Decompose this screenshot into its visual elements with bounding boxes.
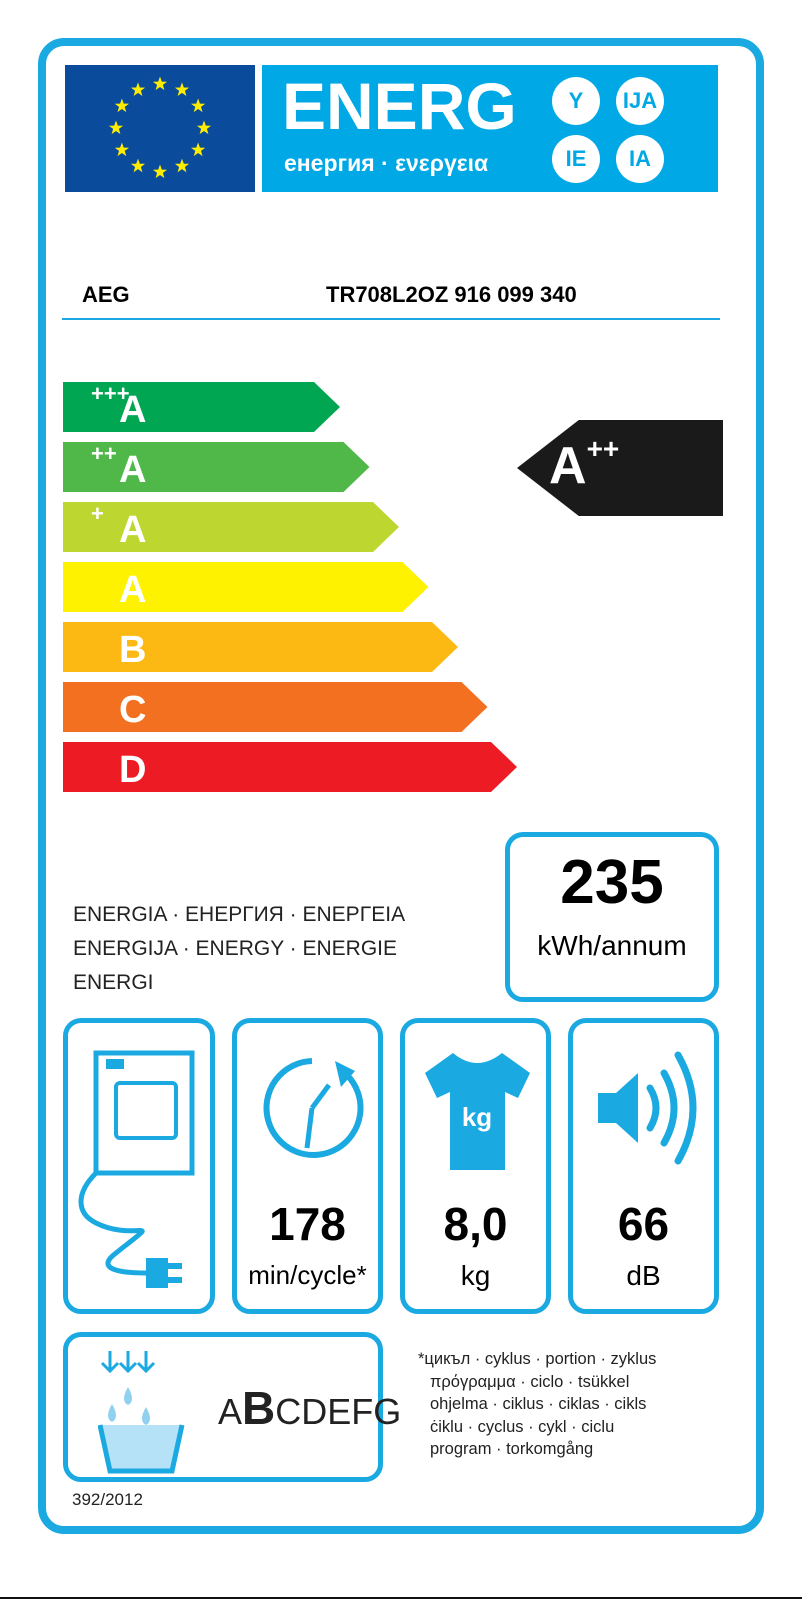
rating-plus: ++ (586, 433, 620, 464)
bottom-edge (0, 1597, 802, 1599)
energy-subtitle: енергия · ενεργεια (284, 150, 489, 176)
capacity-value: 8,0 (443, 1198, 508, 1250)
condensation-class-scale: ABCDEFG (218, 1381, 401, 1436)
class-c-to-g: CDEFG (275, 1391, 402, 1432)
energy-class-label: A ++ (91, 441, 147, 491)
regulation-number: 392/2012 (72, 1490, 143, 1509)
energy-text-line: ENERGI (73, 971, 154, 994)
energy-class-bar: B (63, 622, 458, 672)
cycle-time-tile: 178 min/cycle* (232, 1018, 383, 1314)
label-frame (38, 38, 764, 1534)
class-b-selected: B (242, 1382, 276, 1434)
energy-class-bar: C (63, 682, 488, 732)
star (152, 164, 168, 179)
suffix-ia: IA (616, 135, 664, 183)
star (174, 82, 190, 96)
star (196, 120, 212, 135)
footnote-line: ohjelma · ciklus · ciklas · cikls (430, 1395, 647, 1413)
consumption-box: 235 kWh/annum (505, 832, 719, 1002)
energy-multilingual: ENERGIA · ЕНЕРГИЯ · ΕΝΕΡΓΕΙΑ ENERGIJA · … (73, 898, 405, 1000)
energy-class-label: A + (91, 501, 147, 551)
energy-text-line: ENERGIJA · ENERGY · ENERGIE (73, 937, 398, 960)
eu-flag (65, 65, 255, 192)
star (130, 82, 146, 96)
energy-class-bar: A ++ (63, 442, 370, 492)
class-a: A (218, 1391, 243, 1432)
eu-stars-icon (108, 76, 212, 179)
noise-tile: 66 dB (568, 1018, 719, 1314)
suffix-ija: IJA (616, 77, 664, 125)
cycle-time-unit: min/cycle* (248, 1260, 367, 1290)
energy-class-bar: A + (63, 502, 399, 552)
cycle-time-value: 178 (269, 1198, 346, 1250)
divider (62, 318, 720, 320)
supplier-name: AEG (82, 282, 130, 307)
energy-word: ENERG (282, 69, 517, 143)
footnote-line: program · torkomgång (430, 1440, 594, 1458)
suffix-ie: IE (552, 135, 600, 183)
clock-icon (263, 1058, 364, 1158)
tshirt-icon: kg (425, 1053, 530, 1170)
consumption-value: 235 (560, 848, 664, 917)
star (130, 158, 146, 173)
condensation-tile: ABCDEFG (63, 1332, 401, 1482)
footnote-line: ċiklu · cyclus · cykl · ciclu (430, 1417, 615, 1436)
energy-class-bar: A +++ (63, 382, 340, 432)
star (114, 142, 129, 157)
suffix-y: Y (552, 77, 600, 125)
energy-class-label: A +++ (91, 381, 147, 431)
star (191, 142, 206, 157)
footnote-line: πρόγραμμα · ciclo · tsükkel (430, 1372, 630, 1391)
star (191, 98, 206, 113)
star (174, 158, 190, 173)
water-drops-basin-icon (98, 1351, 185, 1474)
star (108, 120, 124, 135)
footnote-line: *цикъл · cyklus · portion · zyklus (418, 1350, 657, 1368)
energy-text-line: ENERGIA · ЕНЕРГИЯ · ΕΝΕΡΓΕΙΑ (73, 903, 406, 926)
energy-header: ENERG енергия · ενεργεια Y IJA IE IA (262, 65, 718, 192)
star (114, 98, 129, 113)
energy-class-bar: A (63, 562, 429, 612)
capacity-tile: kg 8,0 kg (400, 1018, 551, 1314)
star (152, 76, 168, 91)
consumption-unit: kWh/annum (537, 930, 687, 961)
kg-icon-text: kg (462, 1102, 492, 1132)
energy-class-bar: D (63, 742, 517, 792)
noise-unit: dB (626, 1260, 661, 1291)
rating-letter: A (549, 437, 587, 495)
footnote: *цикъл · cyklus · portion · zyklus πρόγρ… (418, 1348, 656, 1461)
model-identifier: TR708L2OZ 916 099 340 (326, 282, 577, 307)
speaker-icon (598, 1051, 697, 1165)
condenser-tile (63, 1018, 215, 1314)
noise-value: 66 (617, 1198, 670, 1250)
capacity-unit: kg (460, 1260, 491, 1291)
tumble-dryer-plug-icon (78, 1050, 195, 1288)
